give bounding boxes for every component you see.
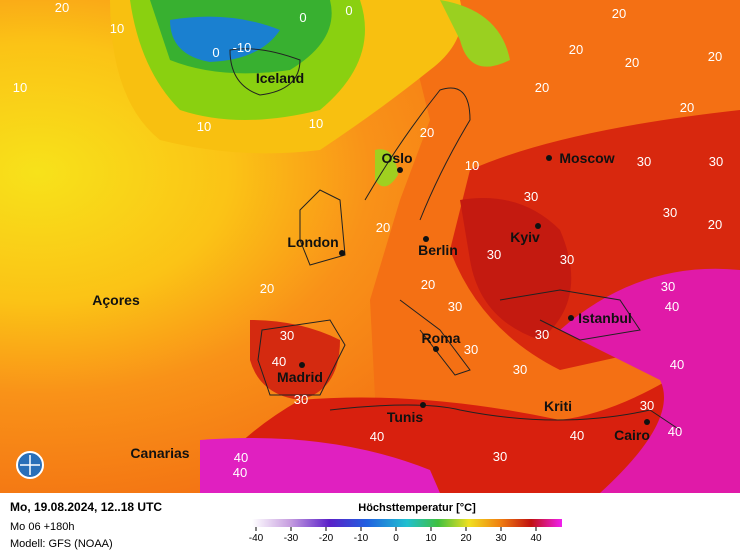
contour-label: 20 — [708, 217, 722, 232]
city-label: Tunis — [387, 409, 424, 425]
contour-label: 30 — [637, 154, 651, 169]
contour-label: 30 — [464, 342, 478, 357]
contour-label: 30 — [513, 362, 527, 377]
city-label: London — [287, 234, 338, 250]
contour-label: 20 — [680, 100, 694, 115]
city-dot — [433, 346, 439, 352]
city-dot — [535, 223, 541, 229]
contour-label: 20 — [421, 277, 435, 292]
contour-label: 30 — [535, 327, 549, 342]
colorbar-tick-label: -30 — [284, 533, 299, 544]
contour-label: 20 — [260, 281, 274, 296]
city-label: Canarias — [130, 445, 189, 461]
city-dot — [423, 236, 429, 242]
city-dot — [546, 155, 552, 161]
city-label: Madrid — [277, 369, 323, 385]
contour-label: 20 — [612, 6, 626, 21]
city-dot — [397, 167, 403, 173]
contour-label: 30 — [280, 328, 294, 343]
contour-label: 0 — [345, 3, 352, 18]
map: Iceland Oslo Moscow London Berlin Kyiv Açores I… — [0, 0, 740, 493]
colorbar-tick-label: 10 — [425, 533, 437, 544]
contour-label: 10 — [13, 80, 27, 95]
city-label: Kyiv — [510, 229, 540, 245]
coastlines — [229, 48, 681, 431]
city-dot — [299, 362, 305, 368]
contour-label: 30 — [448, 299, 462, 314]
city-label: Roma — [422, 330, 461, 346]
contour-label: 20 — [55, 0, 69, 15]
city-label: Cairo — [614, 427, 650, 443]
city-label: Moscow — [559, 150, 614, 166]
map-brand — [16, 451, 44, 479]
colorbar — [252, 519, 562, 527]
colorbar-tick-label: 40 — [530, 533, 542, 544]
contour-label: 40 — [665, 299, 679, 314]
contour-label: 10 — [110, 21, 124, 36]
arctic-cool — [440, 0, 510, 67]
contour-label: 40 — [233, 465, 247, 480]
city-dot — [339, 250, 345, 256]
city-label: Açores — [92, 292, 140, 308]
contour-label: 20 — [569, 42, 583, 57]
city-label: Berlin — [418, 242, 458, 258]
contour-label: 20 — [376, 220, 390, 235]
contour-label: 30 — [560, 252, 574, 267]
city-dot — [420, 402, 426, 408]
colorbar-tick-label: -10 — [354, 533, 369, 544]
city-label: Oslo — [381, 150, 412, 166]
hot-core — [460, 198, 572, 340]
city-dot — [644, 419, 650, 425]
footer-model: Modell: GFS (NOAA) — [10, 538, 113, 550]
contour-label: 30 — [524, 189, 538, 204]
colorbar-tick-label: 30 — [495, 533, 507, 544]
sahara — [200, 438, 440, 493]
colorbar-tick-label: 0 — [393, 533, 399, 544]
contour-label: 40 — [370, 429, 384, 444]
city-label: Kriti — [544, 398, 572, 414]
contour-label: 20 — [535, 80, 549, 95]
contour-label: 20 — [708, 49, 722, 64]
contour-label: 40 — [668, 424, 682, 439]
footer: Mo, 19.08.2024, 12..18 UTC Mo 06 +180h M… — [0, 493, 740, 553]
contour-label: 0 — [299, 10, 306, 25]
contour-label: 10 — [197, 119, 211, 134]
city-label: Iceland — [256, 70, 304, 86]
footer-date: Mo, 19.08.2024, 12..18 UTC — [10, 500, 162, 514]
greenland-cold — [170, 16, 280, 63]
contour-label: 30 — [640, 398, 654, 413]
contour-label: 30 — [663, 205, 677, 220]
contour-label: -10 — [233, 40, 252, 55]
contour-label: 30 — [487, 247, 501, 262]
colorbar-tick-label: 20 — [460, 533, 472, 544]
legend-title: Höchsttemperatur [°C] — [358, 502, 476, 514]
city-label: Istanbul — [578, 310, 632, 326]
contour-label: 40 — [272, 354, 286, 369]
iberia — [250, 320, 340, 400]
contour-label: 30 — [294, 392, 308, 407]
norway-cool — [375, 149, 398, 187]
contour-label: 10 — [465, 158, 479, 173]
contour-label: 10 — [309, 116, 323, 131]
contour-label: 40 — [670, 357, 684, 372]
colorbar-tick-label: -40 — [249, 533, 264, 544]
contour-label: 20 — [420, 125, 434, 140]
contour-label: 30 — [493, 449, 507, 464]
city-dot — [568, 315, 574, 321]
contour-label: 0 — [212, 45, 219, 60]
contour-label: 20 — [625, 55, 639, 70]
contour-label: 30 — [661, 279, 675, 294]
footer-run: Mo 06 +180h — [10, 521, 75, 533]
colorbar-tick-label: -20 — [319, 533, 334, 544]
mideast — [560, 268, 740, 493]
contour-label: 30 — [709, 154, 723, 169]
contour-label: 40 — [570, 428, 584, 443]
contour-label: 40 — [234, 450, 248, 465]
